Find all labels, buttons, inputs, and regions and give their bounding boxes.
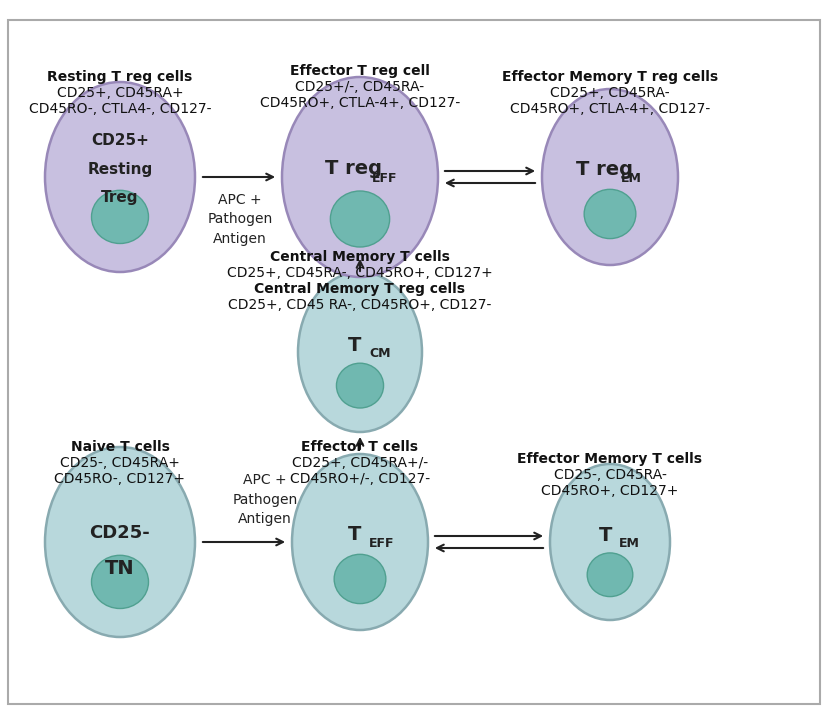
Text: CD25+: CD25+ — [91, 133, 149, 148]
Ellipse shape — [92, 190, 148, 243]
Ellipse shape — [45, 82, 195, 272]
Text: CD25+, CD45RA-, CD45RO+, CD127+: CD25+, CD45RA-, CD45RO+, CD127+ — [227, 266, 492, 280]
Text: CD25-: CD25- — [89, 523, 151, 542]
Text: APC +
Pathogen
Antigen: APC + Pathogen Antigen — [232, 473, 297, 526]
Text: Effector T reg cell: Effector T reg cell — [289, 64, 429, 78]
Text: CD45RO-, CD127+: CD45RO-, CD127+ — [55, 472, 185, 486]
Text: CD25+, CD45RA-: CD25+, CD45RA- — [549, 86, 669, 100]
Ellipse shape — [549, 464, 669, 620]
Text: CD25-, CD45RA+: CD25-, CD45RA+ — [60, 456, 179, 470]
Text: CD45RO+/-, CD127-: CD45RO+/-, CD127- — [289, 472, 429, 486]
Ellipse shape — [542, 89, 677, 265]
Ellipse shape — [292, 454, 428, 630]
Text: TN: TN — [105, 559, 135, 578]
Text: CM: CM — [369, 347, 390, 360]
Text: Treg: Treg — [101, 190, 139, 206]
Text: Effector T cells: Effector T cells — [301, 440, 418, 454]
Text: T reg: T reg — [325, 159, 382, 179]
Text: Central Memory T cells: Central Memory T cells — [270, 250, 449, 264]
Ellipse shape — [92, 555, 148, 608]
Text: CD25+, CD45RA+: CD25+, CD45RA+ — [56, 86, 183, 100]
Text: CD45RO-, CTLA4-, CD127-: CD45RO-, CTLA4-, CD127- — [29, 102, 211, 116]
Ellipse shape — [45, 447, 195, 637]
Ellipse shape — [336, 363, 383, 408]
Text: CD25+, CD45 RA-, CD45RO+, CD127-: CD25+, CD45 RA-, CD45RO+, CD127- — [228, 298, 491, 312]
Text: Naive T cells: Naive T cells — [70, 440, 170, 454]
Text: CD45RO+, CTLA-4+, CD127-: CD45RO+, CTLA-4+, CD127- — [260, 96, 460, 110]
Ellipse shape — [586, 553, 632, 597]
Text: CD25+, CD45RA+/-: CD25+, CD45RA+/- — [292, 456, 428, 470]
Text: Effector Memory T cells: Effector Memory T cells — [517, 452, 701, 466]
Ellipse shape — [298, 272, 422, 432]
Text: T: T — [348, 336, 361, 355]
Ellipse shape — [584, 189, 635, 239]
Text: CD45RO+, CD127+: CD45RO+, CD127+ — [541, 484, 678, 498]
Ellipse shape — [334, 555, 385, 604]
Text: EFF: EFF — [369, 537, 394, 550]
Text: Central Memory T reg cells: Central Memory T reg cells — [254, 282, 465, 296]
Text: T: T — [598, 526, 611, 545]
Text: T: T — [347, 526, 361, 544]
Text: CD25+/-, CD45RA-: CD25+/-, CD45RA- — [295, 80, 424, 94]
Text: EM: EM — [620, 172, 642, 185]
Ellipse shape — [282, 77, 437, 277]
Text: T reg: T reg — [576, 161, 633, 180]
Text: Resting: Resting — [88, 162, 152, 177]
Text: CD25-, CD45RA-: CD25-, CD45RA- — [553, 468, 666, 482]
Text: Resting T reg cells: Resting T reg cells — [47, 70, 193, 84]
Text: Effector Memory T reg cells: Effector Memory T reg cells — [501, 70, 717, 84]
Ellipse shape — [330, 191, 390, 247]
Text: APC +
Pathogen
Antigen: APC + Pathogen Antigen — [207, 193, 272, 245]
Text: EFF: EFF — [372, 172, 397, 185]
Text: EM: EM — [618, 537, 639, 550]
Text: CD45RO+, CTLA-4+, CD127-: CD45RO+, CTLA-4+, CD127- — [509, 102, 710, 116]
